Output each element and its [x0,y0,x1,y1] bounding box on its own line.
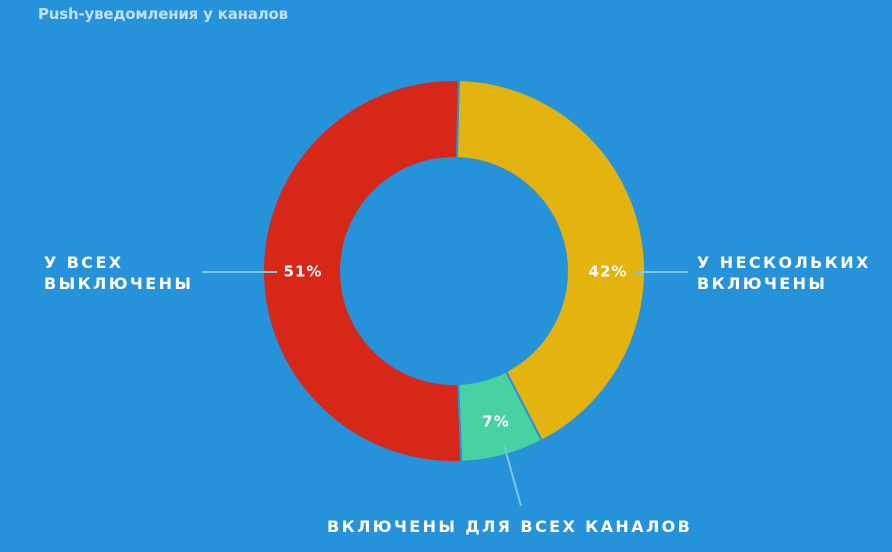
slices-layer [261,79,646,463]
slice-label-line: ВЫКЛЮЧЕНЫ [44,274,194,293]
slice-percent-label: 51% [284,263,323,281]
slice-percent-label: 42% [589,263,628,281]
slice-label-all-disabled: У ВСЕХ ВЫКЛЮЧЕНЫ [44,252,193,294]
slice-label-some-enabled: У НЕСКОЛЬКИХ ВКЛЮЧЕНЫ [697,252,871,294]
leader-lines-layer [202,271,688,507]
page-title: Push-уведомления у каналов [38,5,288,23]
slice-label-all-enabled: ВКЛЮЧЕНЫ ДЛЯ ВСЕХ КАНАЛОВ [327,516,692,537]
slice-label-line: ВКЛЮЧЕНЫ ДЛЯ ВСЕХ КАНАЛОВ [327,517,693,536]
leader-line [503,444,522,507]
slice-percent-label: 7% [482,413,509,431]
percent-labels-layer: 42% 7% 51% [284,263,628,431]
slice-label-line: У НЕСКОЛЬКИХ [697,253,871,272]
slice-all-disabled [261,79,463,463]
slice-label-line: ВКЛЮЧЕНЫ [697,274,828,293]
slice-some-enabled [455,79,646,442]
slice-label-line: У ВСЕХ [44,253,124,272]
